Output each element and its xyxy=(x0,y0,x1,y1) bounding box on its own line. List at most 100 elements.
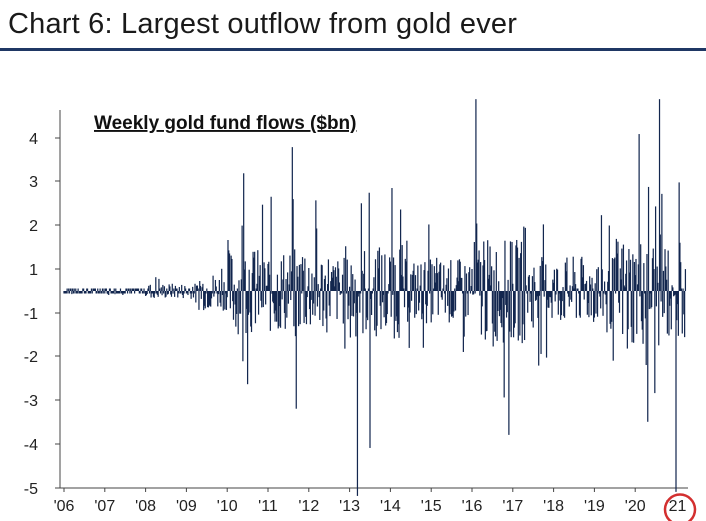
flow-bar xyxy=(676,291,679,305)
flow-bar xyxy=(487,240,489,291)
flow-bar xyxy=(199,281,201,291)
x-tick-label: '19 xyxy=(584,498,605,515)
y-tick-label: -1 xyxy=(24,306,38,323)
flow-bar xyxy=(108,291,110,296)
flow-bar xyxy=(204,291,206,309)
flow-bar xyxy=(345,291,348,294)
flow-bar xyxy=(328,291,330,306)
x-tick-label: '06 xyxy=(54,498,75,515)
flow-bar xyxy=(459,261,461,291)
flow-bar xyxy=(95,291,97,294)
flow-bar xyxy=(457,260,459,291)
flow-bar xyxy=(555,291,557,295)
flow-bar xyxy=(652,248,654,291)
flow-bar xyxy=(269,291,271,331)
flow-bar xyxy=(401,245,403,291)
flow-bar xyxy=(603,291,605,294)
flow-bar xyxy=(606,291,608,333)
flow-bar xyxy=(560,291,562,320)
flow-bar xyxy=(79,291,81,294)
flow-bar xyxy=(491,291,494,324)
flow-bar xyxy=(151,291,153,294)
flow-bar xyxy=(299,291,301,325)
flow-bar xyxy=(123,291,125,294)
flow-bar xyxy=(221,268,223,291)
flow-bar xyxy=(376,291,378,326)
flow-bar xyxy=(580,258,582,291)
flow-bar xyxy=(168,284,170,291)
flow-bar xyxy=(295,291,297,409)
flow-bar xyxy=(651,291,653,308)
flow-bar xyxy=(506,291,508,313)
flow-bar xyxy=(404,258,406,291)
flow-bar xyxy=(480,262,482,291)
flow-bar xyxy=(505,291,507,305)
flow-bar xyxy=(450,291,453,317)
flow-bar xyxy=(413,263,415,291)
flow-bar xyxy=(585,283,587,291)
flow-bar xyxy=(240,279,242,291)
flow-bar xyxy=(130,288,132,291)
flow-bar xyxy=(162,284,164,291)
flow-bar xyxy=(549,291,552,298)
flow-bar xyxy=(68,291,71,294)
flow-bar xyxy=(113,288,115,291)
flow-bar xyxy=(293,291,295,327)
flow-bar xyxy=(107,291,109,295)
flow-bar xyxy=(313,277,315,291)
flow-bar xyxy=(331,277,333,291)
flow-bar xyxy=(428,224,430,291)
y-tick-label: 4 xyxy=(29,131,38,148)
flow-bar xyxy=(326,291,328,333)
flow-bar xyxy=(578,291,581,316)
flow-bar xyxy=(86,288,89,291)
x-tick-label: '16 xyxy=(462,498,483,515)
flow-bar xyxy=(543,291,545,297)
flow-bar xyxy=(190,291,192,299)
flow-bar xyxy=(629,259,632,291)
flow-bar xyxy=(274,291,276,322)
flow-bar xyxy=(639,291,641,297)
flow-bar xyxy=(330,272,333,291)
flow-bar xyxy=(225,291,227,294)
flow-bar xyxy=(551,291,553,318)
flow-bar xyxy=(339,291,341,295)
flow-bar xyxy=(516,247,519,291)
flow-bar xyxy=(490,285,492,291)
flow-bar xyxy=(481,291,483,307)
flow-bar xyxy=(170,291,172,295)
flow-bar xyxy=(662,270,665,291)
flow-bar xyxy=(263,262,265,291)
flow-bar xyxy=(276,291,278,322)
flow-bar xyxy=(253,257,255,291)
flow-bar xyxy=(235,291,237,327)
flow-bar xyxy=(633,262,636,291)
flow-bar xyxy=(321,265,323,291)
flow-bar xyxy=(597,267,599,291)
y-tick-label: 1 xyxy=(29,262,38,279)
flow-bar xyxy=(446,278,448,291)
flow-bar xyxy=(244,261,246,291)
flow-bar xyxy=(443,265,445,291)
x-tick-label: '13 xyxy=(339,498,360,515)
flow-bar xyxy=(270,196,272,291)
flow-bar xyxy=(498,281,500,291)
flow-bar xyxy=(307,286,309,291)
flow-bar xyxy=(472,291,475,295)
flow-bar xyxy=(136,288,138,291)
flow-bar xyxy=(463,291,465,337)
flow-bar xyxy=(467,291,469,316)
flow-bar xyxy=(557,291,559,315)
flow-bar xyxy=(578,291,580,294)
flow-bar xyxy=(217,291,219,307)
flow-bar xyxy=(273,291,275,314)
flow-bar xyxy=(442,288,444,291)
flow-bar xyxy=(252,251,254,291)
flow-bar xyxy=(475,99,477,291)
flow-bar xyxy=(248,269,250,291)
flow-bar xyxy=(469,291,472,294)
flow-bar xyxy=(302,270,304,291)
flow-bar xyxy=(84,291,86,294)
flow-bar xyxy=(429,291,431,294)
flow-bar xyxy=(353,291,355,304)
